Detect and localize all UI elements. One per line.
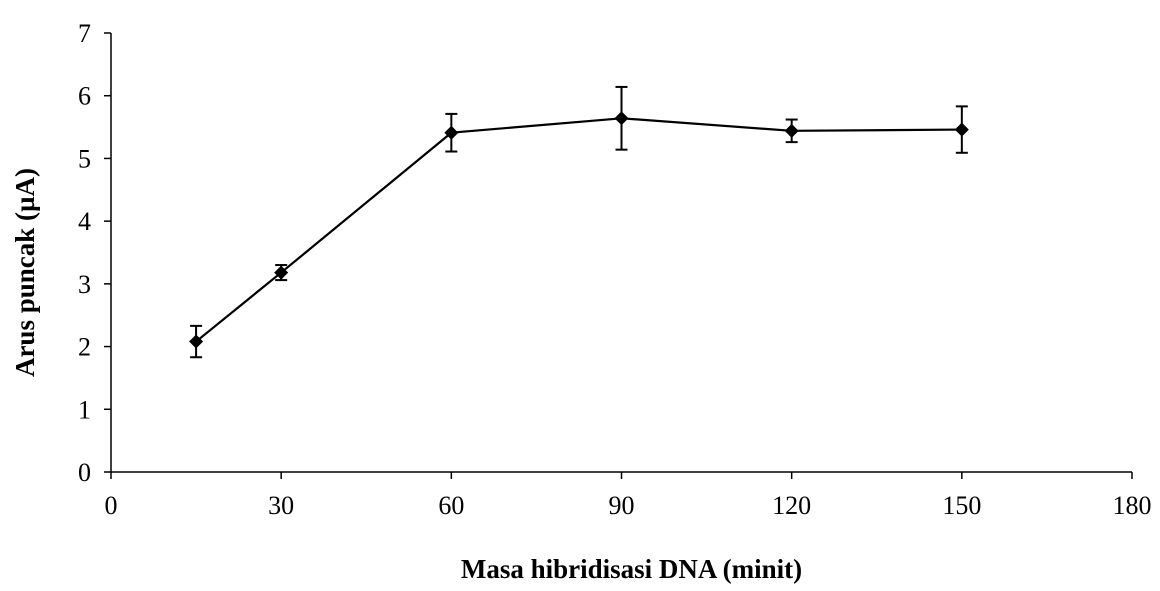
diamond-marker xyxy=(189,334,204,349)
data-point xyxy=(444,112,459,153)
y-tick-label: 1 xyxy=(78,395,91,424)
y-axis-title: Arus puncak (µA) xyxy=(10,168,40,377)
x-tick-label: 120 xyxy=(772,491,811,520)
y-tick-label: 0 xyxy=(78,458,91,487)
x-tick-label: 60 xyxy=(438,491,464,520)
data-point xyxy=(274,264,289,282)
series xyxy=(189,85,969,359)
y-tick-label: 5 xyxy=(78,144,91,173)
ticks: 0 1 2 3 4 5 6 7 0 30 60 90 120 150 180 xyxy=(78,19,1152,520)
y-tick-label: 4 xyxy=(78,207,91,236)
diamond-marker xyxy=(784,123,799,138)
diamond-marker xyxy=(274,265,289,280)
diamond-marker xyxy=(954,122,969,137)
data-point xyxy=(189,324,204,359)
y-tick-label: 2 xyxy=(78,333,91,362)
y-tick-label: 7 xyxy=(78,19,91,48)
x-tick-label: 90 xyxy=(609,491,635,520)
series-line xyxy=(195,117,962,343)
y-tick-label: 3 xyxy=(78,270,91,299)
diamond-marker xyxy=(614,111,629,126)
x-tick-label: 150 xyxy=(942,491,981,520)
diamond-marker xyxy=(444,125,459,140)
axis-titles: Masa hibridisasi DNA (minit) Arus puncak… xyxy=(10,168,802,584)
x-tick-label: 180 xyxy=(1113,491,1152,520)
data-point xyxy=(954,105,969,154)
x-tick-label: 0 xyxy=(105,491,118,520)
data-point xyxy=(614,85,629,151)
x-tick-label: 30 xyxy=(268,491,294,520)
x-axis-title: Masa hibridisasi DNA (minit) xyxy=(461,554,802,584)
data-point xyxy=(784,118,799,144)
y-tick-label: 6 xyxy=(78,82,91,111)
